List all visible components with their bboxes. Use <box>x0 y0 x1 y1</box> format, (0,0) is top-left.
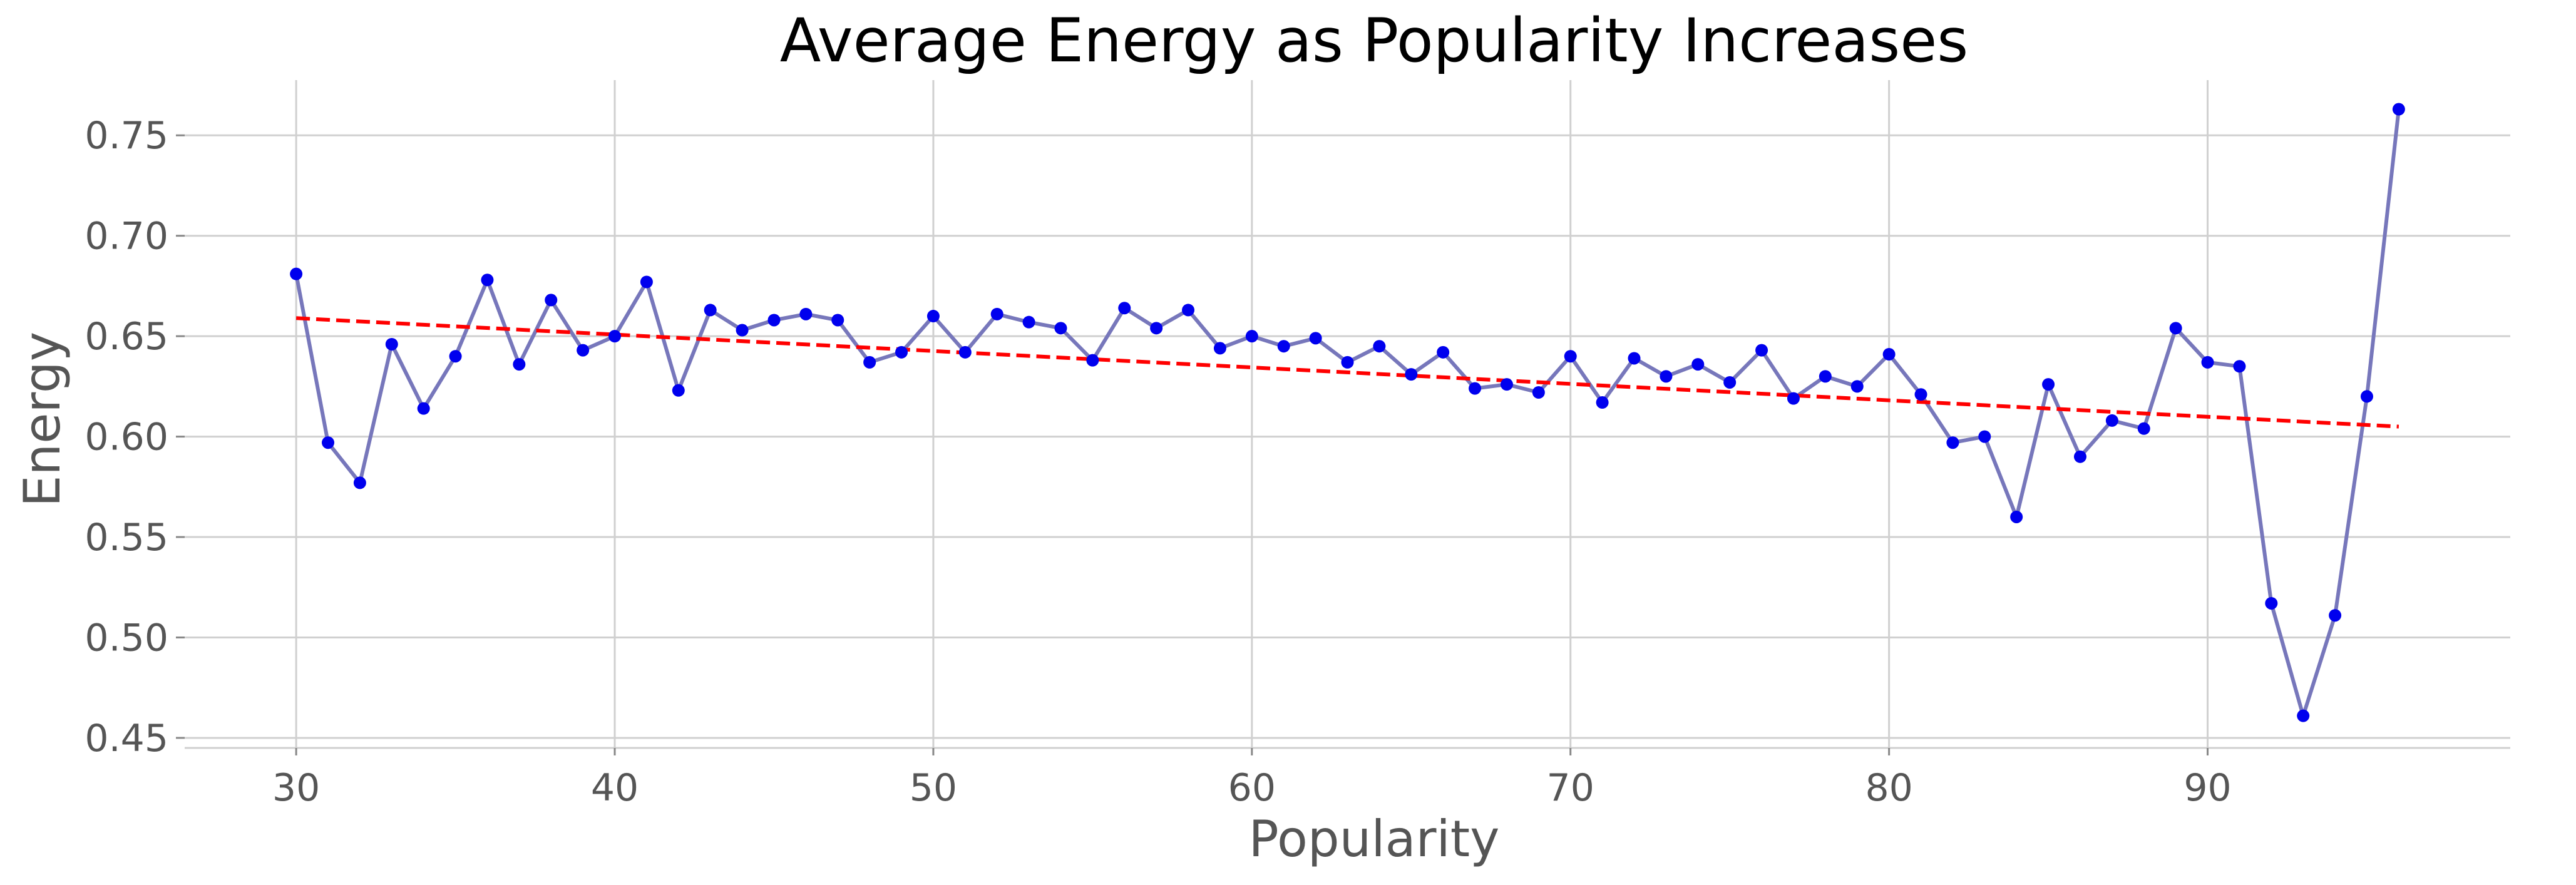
data-point <box>1882 348 1896 361</box>
data-point <box>545 294 558 307</box>
data-point <box>417 402 430 415</box>
x-tick-label: 70 <box>1547 766 1594 810</box>
data-point <box>1277 340 1290 353</box>
data-point <box>1850 380 1864 393</box>
data-point <box>1086 354 1099 367</box>
data-point <box>831 314 844 327</box>
x-tick-label: 80 <box>1865 766 1912 810</box>
data-point <box>1245 330 1258 343</box>
data-point <box>2010 510 2023 523</box>
y-tick-label: 0.55 <box>85 516 168 560</box>
data-point <box>2265 596 2278 610</box>
data-point <box>895 345 908 359</box>
data-point <box>2169 322 2182 335</box>
data-point <box>1723 376 1737 389</box>
data-point <box>2137 422 2150 435</box>
data-point <box>449 350 462 363</box>
data-point <box>1182 304 1195 317</box>
data-point <box>799 307 813 320</box>
y-tick-label: 0.50 <box>85 616 168 660</box>
data-point <box>2392 103 2405 116</box>
y-tick-label: 0.45 <box>85 717 168 760</box>
data-point <box>322 436 335 449</box>
data-point <box>1596 396 1609 409</box>
data-point <box>353 476 366 489</box>
data-point <box>1150 322 1163 335</box>
data-point <box>1118 302 1131 315</box>
data-point <box>1660 370 1673 383</box>
data-point <box>958 345 972 359</box>
trend-line <box>295 316 2399 429</box>
data-point <box>2233 360 2246 373</box>
data-point <box>767 314 781 327</box>
data-point <box>1628 352 1641 365</box>
data-point <box>385 337 398 350</box>
data-point <box>1405 368 1418 381</box>
data-point <box>1309 332 1322 345</box>
data-point <box>863 356 876 369</box>
data-point <box>1373 340 1386 353</box>
series <box>290 103 2405 722</box>
x-axis-label: Popularity <box>1249 810 1500 868</box>
data-point <box>1213 342 1226 355</box>
x-tick-label: 40 <box>591 766 639 810</box>
data-point <box>2201 356 2214 369</box>
x-tick-label: 60 <box>1228 766 1276 810</box>
data-point <box>1914 388 1927 401</box>
data-point <box>1500 378 1513 391</box>
data-point <box>1022 315 1035 329</box>
data-point <box>1946 436 1959 449</box>
series-line <box>294 109 2401 718</box>
y-tick-label: 0.65 <box>85 315 168 359</box>
data-point <box>1819 370 1832 383</box>
data-point <box>1787 392 1800 405</box>
data-point <box>1691 358 1705 371</box>
x-tick-label: 30 <box>272 766 320 810</box>
data-point <box>1437 345 1450 359</box>
data-point <box>577 344 590 357</box>
data-point <box>481 274 494 287</box>
data-point <box>926 310 940 323</box>
data-point <box>1532 386 1545 399</box>
y-tick-label: 0.70 <box>85 215 168 258</box>
data-point <box>990 307 1003 320</box>
data-point <box>608 330 622 343</box>
data-point <box>1564 350 1577 363</box>
data-point <box>2105 414 2118 427</box>
data-point <box>2297 709 2310 722</box>
data-point <box>1755 344 1768 357</box>
data-point <box>2042 378 2055 391</box>
y-tick-label: 0.75 <box>85 114 168 158</box>
chart-title: Average Energy as Popularity Increases <box>780 6 1969 76</box>
data-point <box>672 384 685 397</box>
y-axis-label: Energy <box>13 332 71 507</box>
data-point <box>2073 450 2086 463</box>
y-tick-label: 0.60 <box>85 416 168 459</box>
data-point <box>704 304 717 317</box>
data-point <box>736 324 749 337</box>
data-point <box>1054 322 1067 335</box>
data-point <box>2360 390 2373 403</box>
data-point <box>640 275 653 289</box>
x-tick-label: 90 <box>2183 766 2231 810</box>
data-point <box>1469 382 1482 395</box>
data-point <box>513 358 526 371</box>
data-point <box>290 267 303 280</box>
x-tick-label: 50 <box>910 766 957 810</box>
data-point <box>1978 430 1991 443</box>
data-point <box>1341 356 1354 369</box>
axis-ticks: 30 40 50 60 70 80 90 0.45 0.50 0.55 0.60 0.65 0.70 0.… <box>85 114 2231 810</box>
data-point <box>2329 609 2342 622</box>
